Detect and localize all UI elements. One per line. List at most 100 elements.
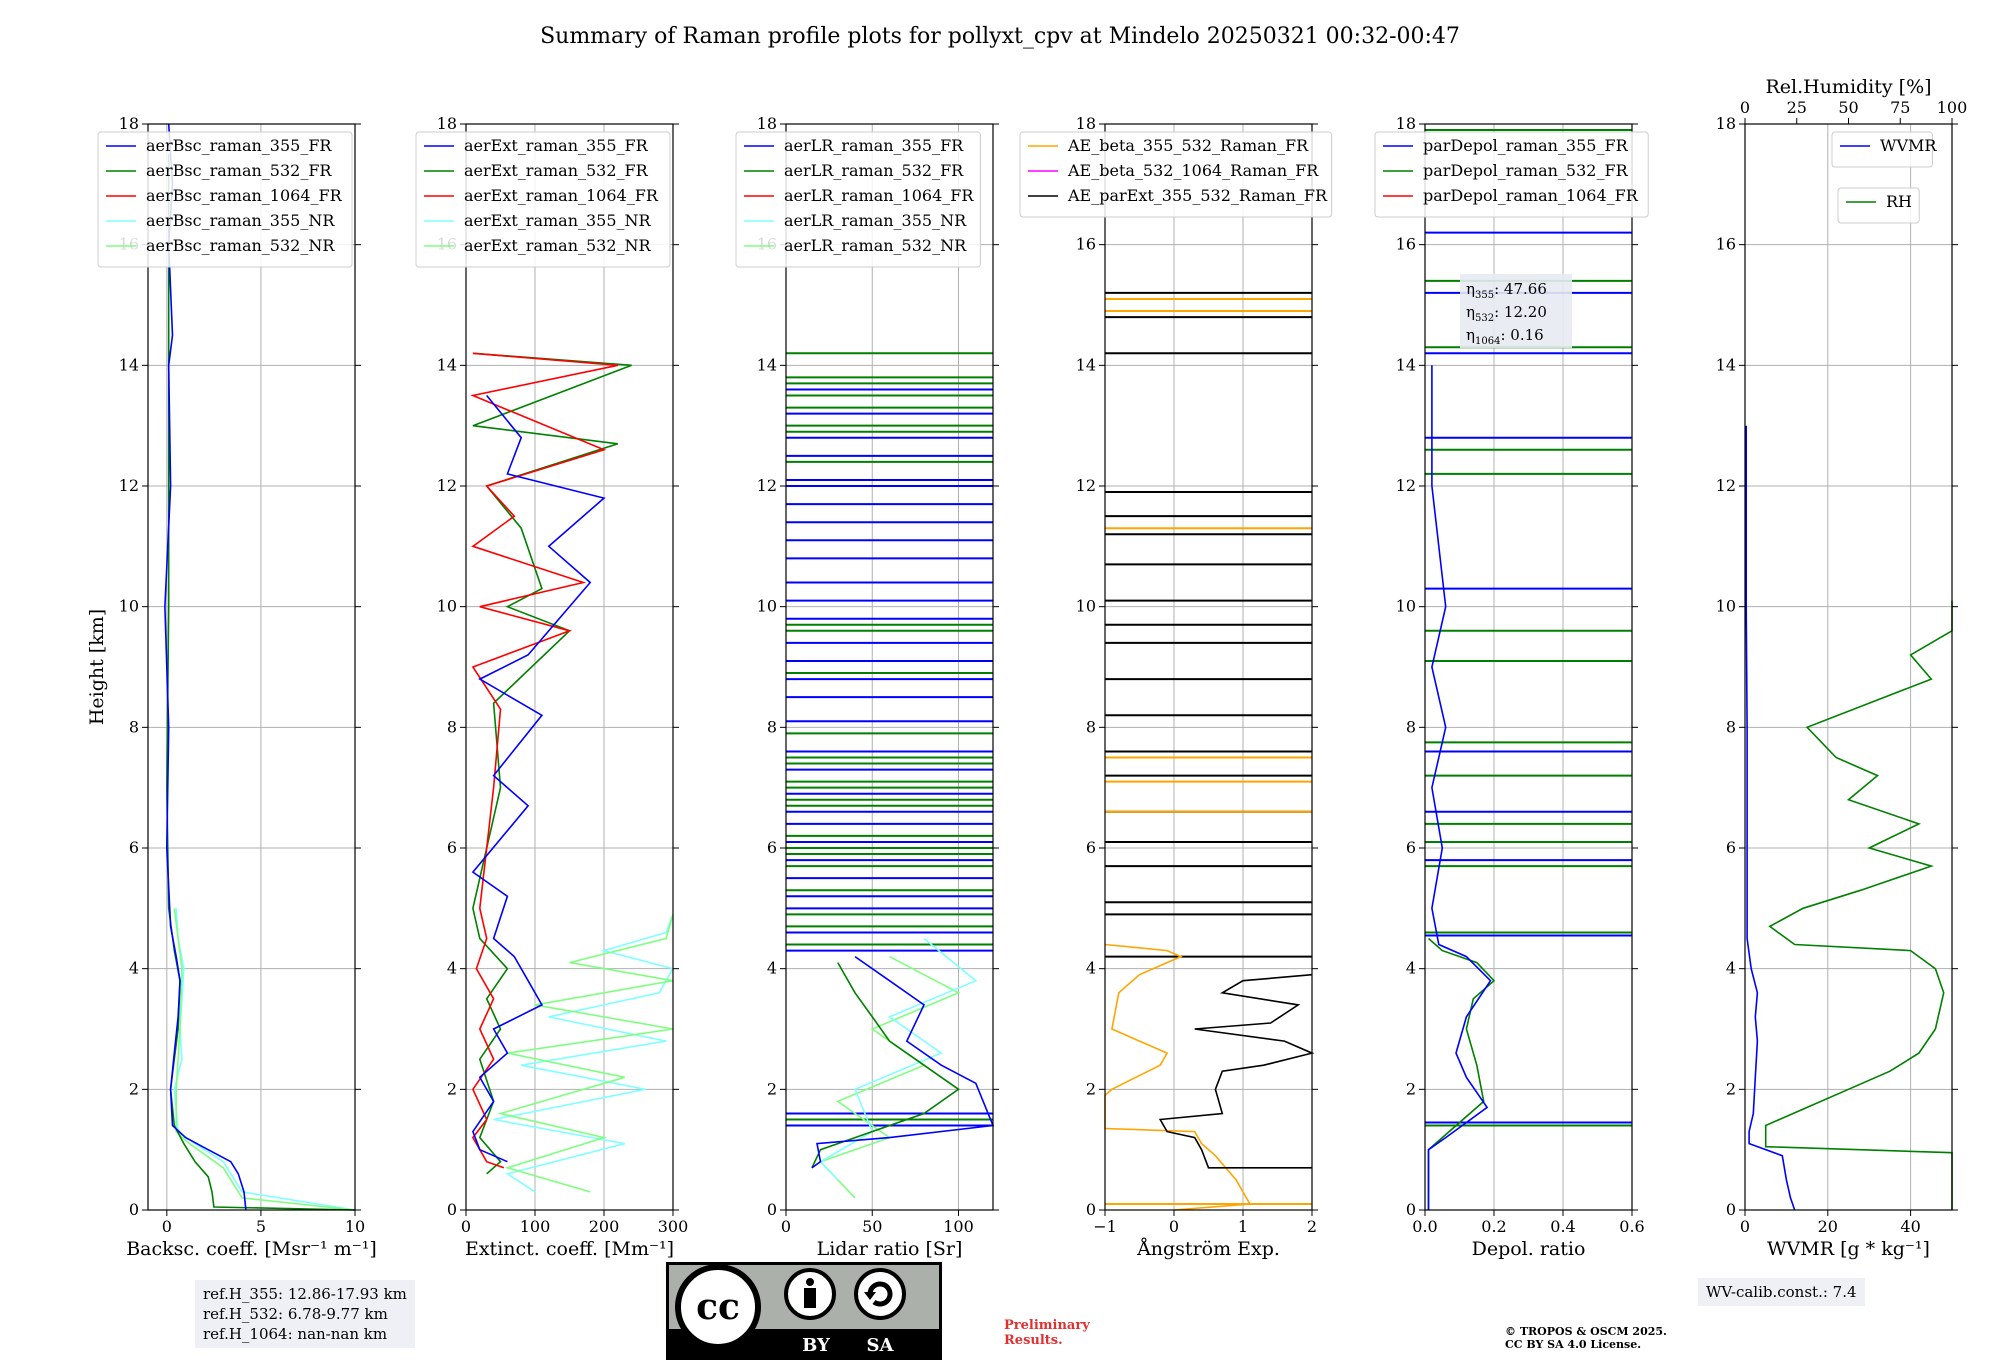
- x-axis-label: Backsc. coeff. [Msr⁻¹ m⁻¹]: [126, 1238, 377, 1260]
- eta-subscript: 532: [1475, 313, 1494, 324]
- depol-annotation: η532: 12.20: [1466, 303, 1547, 324]
- y-tick-label: 12: [437, 476, 457, 495]
- y-tick-label: 12: [119, 476, 139, 495]
- legend-label: aerLR_raman_532_NR: [784, 236, 967, 255]
- panel-lr: 050100024681012141618Lidar ratio [Sr]aer…: [735, 114, 999, 1260]
- eta-symbol: η: [1466, 303, 1475, 321]
- x-tick-label: 5: [256, 1217, 266, 1236]
- legend-label: aerBsc_raman_355_FR: [146, 136, 332, 155]
- y-tick-label: 16: [1396, 235, 1416, 254]
- legend-label: aerLR_raman_355_FR: [784, 136, 964, 155]
- y-tick-label: 18: [757, 114, 777, 133]
- legend-box-2: [1837, 187, 1920, 224]
- x-tick-label: 0.4: [1550, 1217, 1575, 1236]
- y-tick-label: 10: [1716, 597, 1736, 616]
- y-tick-label: 2: [767, 1079, 777, 1098]
- eta-subscript: 1064: [1475, 336, 1500, 347]
- y-tick-label: 2: [1086, 1079, 1096, 1098]
- y-tick-label: 18: [1396, 114, 1416, 133]
- y-tick-label: 18: [1076, 114, 1096, 133]
- axes-frame: [147, 123, 356, 1211]
- y-tick-label: 10: [119, 597, 139, 616]
- license-sa-label: SA: [867, 1335, 895, 1356]
- legend-label: aerExt_raman_355_NR: [464, 211, 652, 230]
- top-axis-label: Rel.Humidity [%]: [1765, 76, 1931, 98]
- y-tick-label: 0: [1086, 1200, 1096, 1219]
- y-tick-label: 8: [1406, 717, 1416, 736]
- ref-h-532: ref.H_532: 6.78-9.77 km: [203, 1305, 388, 1323]
- axes-frame: [465, 123, 674, 1211]
- y-tick-label: 16: [1076, 235, 1096, 254]
- legend-label: aerExt_raman_532_FR: [464, 161, 649, 180]
- y-tick-label: 10: [757, 597, 777, 616]
- legend-label: aerBsc_raman_355_NR: [146, 211, 335, 230]
- series-WVMR: [1745, 425, 1796, 1211]
- x-tick-label: 2: [1307, 1217, 1317, 1236]
- axes-frame: [1104, 123, 1313, 1211]
- eta-value: : 0.16: [1500, 326, 1543, 344]
- series-AE_beta_355_532_Raman_FR: [1104, 943, 1252, 1211]
- y-tick-label: 8: [1086, 717, 1096, 736]
- y-tick-label: 6: [767, 838, 777, 857]
- x-tick-label: 0: [1169, 1217, 1179, 1236]
- depol-annotation: η1064: 0.16: [1466, 326, 1544, 347]
- series-aerExt_raman_355_NR: [493, 914, 675, 1193]
- y-tick-label: 0: [447, 1200, 457, 1219]
- y-tick-label: 6: [447, 838, 457, 857]
- legend-label: parDepol_raman_532_FR: [1423, 161, 1629, 180]
- y-tick-label: 4: [767, 959, 777, 978]
- series-aerLR_raman_355_NR: [819, 937, 978, 1181]
- legend-box: [1831, 131, 1933, 168]
- x-tick-label: 0: [162, 1217, 172, 1236]
- legend-label: aerLR_raman_1064_FR: [784, 186, 974, 205]
- panel-bsc: 0510024681012141618Backsc. coeff. [Msr⁻¹…: [86, 114, 377, 1260]
- y-tick-label: 6: [129, 838, 139, 857]
- legend-label: aerLR_raman_532_FR: [784, 161, 964, 180]
- x-axis-label: WVMR [g * kg⁻¹]: [1767, 1238, 1930, 1260]
- y-tick-label: 10: [437, 597, 457, 616]
- x-tick-label: 100: [520, 1217, 551, 1236]
- ref-h-355: ref.H_355: 12.86-17.93 km: [203, 1285, 407, 1303]
- y-axis-label: Height [km]: [86, 609, 108, 725]
- x-axis-label: Lidar ratio [Sr]: [817, 1238, 963, 1260]
- series-aerExt_raman_532_NR: [497, 914, 674, 1193]
- y-tick-label: 4: [447, 959, 457, 978]
- x-tick-label: 0.0: [1412, 1217, 1437, 1236]
- y-tick-label: 6: [1406, 838, 1416, 857]
- legend-box: [1019, 131, 1333, 218]
- copyright-note: © TROPOS & OSCM 2025. CC BY SA 4.0 Licen…: [1505, 1325, 1667, 1351]
- top-x-tick-label: 75: [1890, 98, 1910, 117]
- series-aerExt_raman_1064_FR: [470, 352, 618, 1169]
- legend-label: aerExt_raman_532_NR: [464, 236, 652, 255]
- eta-subscript: 355: [1475, 290, 1494, 301]
- cc-license-badge: cc BY SA: [666, 1262, 942, 1360]
- x-tick-label: 40: [1900, 1217, 1920, 1236]
- y-tick-label: 6: [1726, 838, 1736, 857]
- series-parDepol_raman_532_FR: [1427, 937, 1496, 1210]
- license-by-label: BY: [802, 1335, 831, 1356]
- x-tick-label: 10: [345, 1217, 365, 1236]
- panel-wv: 0 20 40 0 2 4 6 8 10 12 14 16 18 WVMR [g * kg⁻¹] 0 25 50…: [1716, 76, 1968, 1260]
- legend-label: parDepol_raman_1064_FR: [1423, 186, 1639, 205]
- y-tick-label: 14: [757, 355, 777, 374]
- y-tick-label: 12: [1716, 476, 1736, 495]
- y-tick-label: 10: [1396, 597, 1416, 616]
- y-tick-label: 14: [1396, 355, 1416, 374]
- series-aerLR_raman_532_FR: [811, 962, 960, 1169]
- y-tick-label: 14: [119, 355, 139, 374]
- x-tick-label: 50: [862, 1217, 882, 1236]
- wv-calib-const: WV-calib.const.: 7.4: [1706, 1283, 1857, 1301]
- y-tick-label: 8: [1726, 717, 1736, 736]
- legend-label: AE_beta_355_532_Raman_FR: [1067, 136, 1309, 155]
- series-RH: [1764, 600, 1953, 1210]
- y-tick-label: 2: [447, 1079, 457, 1098]
- y-tick-label: 18: [437, 114, 457, 133]
- y-tick-label: 8: [447, 717, 457, 736]
- wv-calib-box: WV-calib.const.: 7.4: [1698, 1278, 1865, 1306]
- legend-label: parDepol_raman_355_FR: [1423, 136, 1629, 155]
- y-tick-label: 6: [1086, 838, 1096, 857]
- legend-box: [415, 131, 671, 268]
- y-tick-label: 10: [1076, 597, 1096, 616]
- x-tick-label: 0: [1740, 1217, 1750, 1236]
- cc-circle-icon: [675, 1264, 761, 1350]
